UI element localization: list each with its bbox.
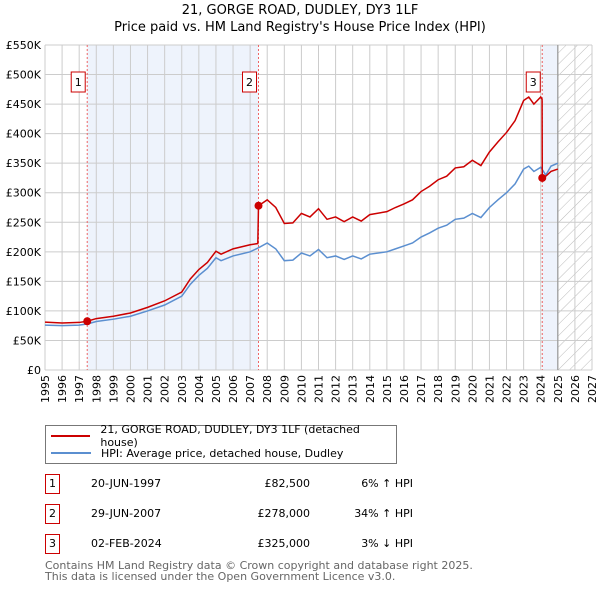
- x-tick-label: 2006: [227, 375, 240, 403]
- x-tick-label: 2003: [176, 375, 189, 403]
- y-tick-label: £0: [27, 364, 41, 377]
- x-tick-label: 2027: [586, 375, 599, 403]
- x-tick-label: 2023: [518, 375, 531, 403]
- sale-price: £82,500: [264, 477, 311, 490]
- x-tick-label: 2014: [364, 375, 377, 403]
- y-tick-label: £100K: [6, 305, 42, 318]
- x-tick-label: 2011: [313, 375, 326, 403]
- sale-number-label: 2: [246, 76, 253, 89]
- sale-hpi-diff: 3% ↓ HPI: [361, 537, 413, 550]
- footer-copyright: Contains HM Land Registry data © Crown c…: [45, 559, 473, 572]
- x-tick-label: 2010: [295, 375, 308, 403]
- sale-number-box: [70, 71, 86, 93]
- sale-date: 20-JUN-1997: [91, 477, 162, 490]
- sale-row: 2 29-JUN-2007 £278,000 34% ↑ HPI: [45, 504, 465, 524]
- sale-number-box: [525, 71, 541, 93]
- sale-date: 29-JUN-2007: [91, 507, 162, 520]
- legend-label: HPI: Average price, detached house, Dudl…: [101, 446, 344, 460]
- y-tick-label: £50K: [13, 334, 42, 347]
- legend-swatch: [51, 435, 91, 437]
- x-tick-label: 2004: [193, 375, 206, 403]
- sale-point: [83, 317, 92, 326]
- sale-number: 1: [45, 474, 60, 494]
- x-tick-label: 2000: [124, 375, 137, 403]
- x-tick-label: 2018: [432, 375, 445, 403]
- legend-swatch: [51, 452, 91, 454]
- sale-hpi-diff: 6% ↑ HPI: [361, 477, 413, 490]
- x-tick-label: 2005: [210, 375, 223, 403]
- y-tick-label: £450K: [6, 98, 42, 111]
- series-line: [44, 95, 559, 324]
- y-tick-label: £250K: [6, 216, 42, 229]
- x-tick-label: 2007: [244, 375, 257, 403]
- x-tick-label: 2016: [398, 375, 411, 403]
- x-tick-label: 1999: [107, 375, 120, 403]
- y-tick-label: £500K: [6, 69, 42, 82]
- legend-item-hpi: HPI: Average price, detached house, Dudl…: [51, 445, 343, 461]
- sale-row: 1 20-JUN-1997 £82,500 6% ↑ HPI: [45, 474, 465, 494]
- footer-licence: This data is licensed under the Open Gov…: [45, 570, 396, 583]
- y-tick-label: £300K: [6, 187, 42, 200]
- x-tick-label: 2026: [569, 375, 582, 403]
- x-tick-label: 1998: [90, 375, 103, 403]
- sale-row: 3 02-FEB-2024 £325,000 3% ↓ HPI: [45, 534, 465, 554]
- sale-price: £325,000: [257, 537, 311, 550]
- x-tick-label: 1996: [56, 375, 69, 403]
- x-tick-label: 2002: [159, 375, 172, 403]
- legend-label: 21, GORGE ROAD, DUDLEY, DY3 1LF (detache…: [100, 423, 360, 449]
- y-tick-label: £400K: [6, 128, 42, 141]
- sale-number-label: 1: [75, 76, 82, 89]
- sale-number-label: 3: [530, 76, 537, 89]
- chart-title: 21, GORGE ROAD, DUDLEY, DY3 1LF: [181, 3, 419, 18]
- x-tick-label: 2022: [501, 375, 514, 403]
- sale-hpi-diff: 34% ↑ HPI: [354, 507, 413, 520]
- legend-item-property: 21, GORGE ROAD, DUDLEY, DY3 1LF (detache…: [51, 423, 396, 449]
- sale-number: 2: [45, 504, 60, 524]
- x-tick-label: 2008: [261, 375, 274, 403]
- x-tick-label: 2021: [483, 375, 496, 403]
- y-tick-label: £200K: [6, 246, 42, 259]
- sale-number: 3: [45, 534, 60, 554]
- sale-point: [254, 201, 263, 210]
- x-tick-label: 2020: [466, 375, 479, 403]
- x-tick-label: 2025: [552, 375, 565, 403]
- x-tick-label: 2012: [330, 375, 343, 403]
- y-tick-label: £150K: [6, 275, 42, 288]
- price-chart: 1995 1996 1997 1998 1999 2000 2001 2002 2003 2004…: [6, 39, 599, 403]
- x-tick-label: 2017: [415, 375, 428, 403]
- chart-subtitle: Price paid vs. HM Land Registry's House …: [114, 20, 486, 35]
- x-tick-label: 2019: [449, 375, 462, 403]
- x-tick-label: 2013: [347, 375, 360, 403]
- x-tick-label: 1997: [73, 375, 86, 403]
- x-tick-label: 2009: [278, 375, 291, 403]
- x-tick-label: 2001: [142, 375, 155, 403]
- x-tick-label: 2024: [535, 375, 548, 403]
- legend: 21, GORGE ROAD, DUDLEY, DY3 1LF (detache…: [45, 423, 397, 464]
- x-tick-label: 2015: [381, 375, 394, 403]
- sale-date: 02-FEB-2024: [91, 537, 162, 550]
- y-tick-label: £350K: [6, 157, 42, 170]
- x-tick-label: 1995: [39, 375, 52, 403]
- series-line: [44, 162, 559, 327]
- sale-price: £278,000: [257, 507, 311, 520]
- sale-point: [538, 173, 547, 182]
- sale-number-box: [242, 71, 258, 93]
- shaded-period: [542, 45, 558, 370]
- y-tick-label: £550K: [6, 39, 42, 52]
